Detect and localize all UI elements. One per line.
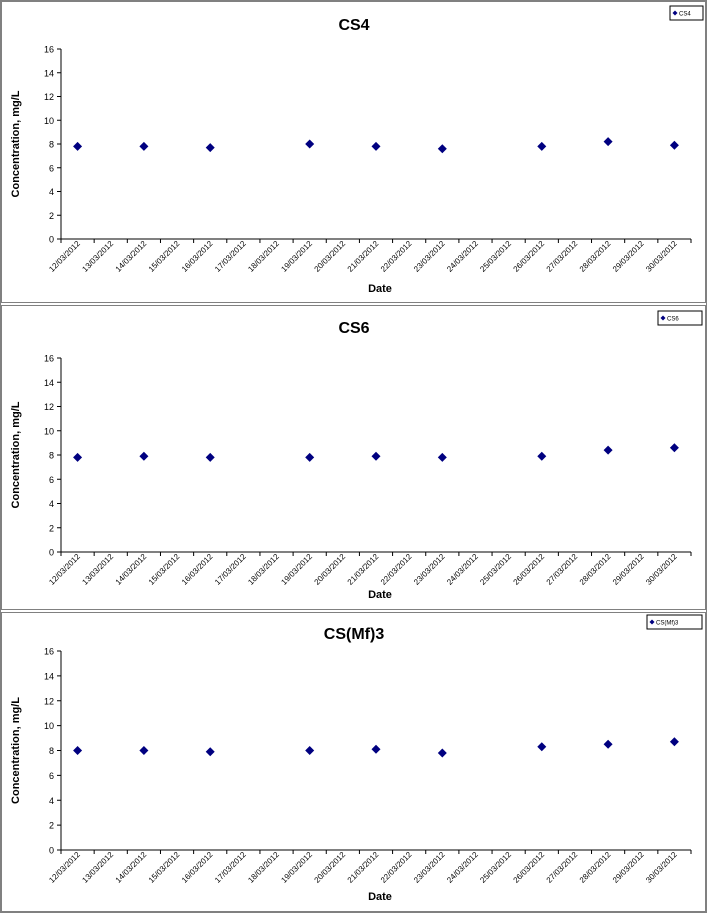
y-tick-label: 8 xyxy=(49,451,54,461)
y-tick-label: 14 xyxy=(44,68,54,78)
y-tick-label: 4 xyxy=(49,796,54,806)
y-tick-label: 8 xyxy=(49,140,54,150)
legend-box xyxy=(646,614,703,630)
legend-box xyxy=(657,310,703,326)
y-tick-label: 0 xyxy=(49,846,54,856)
x-axis-label: Date xyxy=(368,589,392,601)
data-point xyxy=(603,445,613,455)
data-point xyxy=(371,744,381,754)
legend-box xyxy=(669,5,704,21)
y-tick-label: 0 xyxy=(49,548,54,558)
y-tick-label: 10 xyxy=(44,426,54,436)
data-point xyxy=(73,141,83,151)
x-axis-label: Date xyxy=(368,283,392,295)
data-point xyxy=(205,143,215,153)
chart-border xyxy=(1,612,706,912)
legend-label: CS4 xyxy=(679,12,691,18)
chart-border xyxy=(1,305,706,610)
data-point xyxy=(437,144,447,154)
data-point xyxy=(205,452,215,462)
legend-marker xyxy=(672,10,678,16)
data-point xyxy=(603,739,613,749)
data-point xyxy=(437,748,447,758)
data-point xyxy=(73,746,83,755)
y-tick-label: 6 xyxy=(49,771,54,781)
y-tick-label: 14 xyxy=(44,378,54,388)
chart-border xyxy=(1,1,706,303)
y-tick-label: 2 xyxy=(49,821,54,831)
data-point xyxy=(139,451,149,461)
data-point xyxy=(305,139,315,149)
y-axis-label: Concentration, mg/L xyxy=(10,90,22,197)
data-point xyxy=(305,746,315,755)
legend-marker xyxy=(649,619,655,625)
y-axis-label: Concentration, mg/L xyxy=(10,697,22,804)
data-point xyxy=(205,747,215,757)
y-tick-label: 6 xyxy=(49,163,54,173)
data-point xyxy=(537,451,547,461)
y-tick-label: 4 xyxy=(49,499,54,509)
y-tick-label: 16 xyxy=(44,354,54,364)
y-tick-label: 8 xyxy=(49,746,54,756)
data-point xyxy=(669,737,679,747)
y-tick-label: 0 xyxy=(49,235,54,245)
data-point xyxy=(603,137,613,147)
y-axis-label: Concentration, mg/L xyxy=(10,401,22,508)
data-point xyxy=(73,452,83,462)
chart-panel-1: CS4CS4024681012141612/03/201213/03/20121… xyxy=(1,1,706,303)
data-point xyxy=(371,141,381,151)
chart-panel-2: CS6CS6024681012141612/03/201213/03/20121… xyxy=(1,305,706,610)
x-axis-label: Date xyxy=(368,891,392,903)
data-point xyxy=(139,746,149,755)
y-tick-label: 16 xyxy=(44,647,54,657)
y-tick-label: 10 xyxy=(44,116,54,126)
data-point xyxy=(139,141,149,151)
y-tick-label: 2 xyxy=(49,211,54,221)
data-point xyxy=(437,452,447,462)
data-point xyxy=(669,140,679,150)
legend-marker xyxy=(660,315,666,321)
y-tick-label: 12 xyxy=(44,696,54,706)
y-tick-label: 12 xyxy=(44,92,54,102)
y-tick-label: 6 xyxy=(49,475,54,485)
y-tick-label: 12 xyxy=(44,402,54,412)
y-tick-label: 16 xyxy=(44,45,54,55)
chart-title: CS4 xyxy=(338,17,369,34)
data-point xyxy=(305,452,315,462)
data-point xyxy=(537,742,547,752)
data-point xyxy=(371,451,381,461)
y-tick-label: 2 xyxy=(49,523,54,533)
chart-title: CS6 xyxy=(338,320,369,337)
chart-title: CS(Mf)3 xyxy=(324,626,385,643)
legend-label: CS(Mf)3 xyxy=(656,621,679,627)
data-point xyxy=(669,443,679,453)
data-point xyxy=(537,141,547,151)
y-tick-label: 14 xyxy=(44,671,54,681)
y-tick-label: 4 xyxy=(49,187,54,197)
chart-panel-3: CS(Mf)3CS(Mf)3024681012141612/03/201213/… xyxy=(1,612,706,912)
y-tick-label: 10 xyxy=(44,721,54,731)
legend-label: CS6 xyxy=(667,317,679,323)
